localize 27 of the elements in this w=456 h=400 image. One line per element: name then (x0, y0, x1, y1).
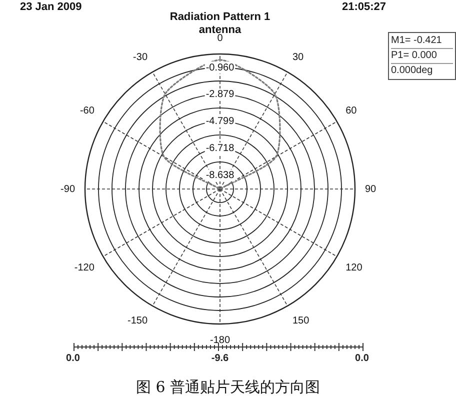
text: 0.000deg (391, 64, 434, 78)
text: M1= -0.421 (391, 34, 453, 49)
spoke-label: -60 (80, 105, 95, 116)
spoke-label: 60 (346, 105, 358, 116)
spoke-label: 150 (292, 315, 310, 326)
text: 0.0 (355, 353, 369, 364)
spoke-label: 0 (217, 32, 224, 44)
text: P1= 0.000 (391, 49, 453, 64)
chart-title: Radiation Pattern 1 (170, 11, 270, 23)
y-tick-label: -2.879 (206, 89, 235, 100)
text: 21:05:27 (342, 1, 386, 13)
spoke-label: 30 (292, 52, 304, 64)
caption: 图 6 普通贴片天线的方向图 (134, 378, 322, 397)
spoke-label: -90 (60, 184, 76, 195)
spoke-label: -120 (74, 262, 95, 274)
y-tick-label: -0.960 (206, 62, 235, 74)
text: 0.0 (66, 353, 80, 364)
y-tick-label: -8.638 (206, 170, 235, 182)
spoke-label: 90 (365, 184, 377, 195)
spoke-label: -180 (210, 334, 230, 346)
y-tick-label: -6.718 (206, 143, 235, 154)
text: 23 Jan 2009 (20, 1, 82, 13)
text: -9.6 (211, 353, 229, 364)
y-tick-label: -4.799 (206, 116, 235, 128)
spoke-label: 120 (346, 262, 363, 274)
spoke-label: -150 (127, 315, 148, 326)
spoke-label: -30 (133, 52, 148, 64)
